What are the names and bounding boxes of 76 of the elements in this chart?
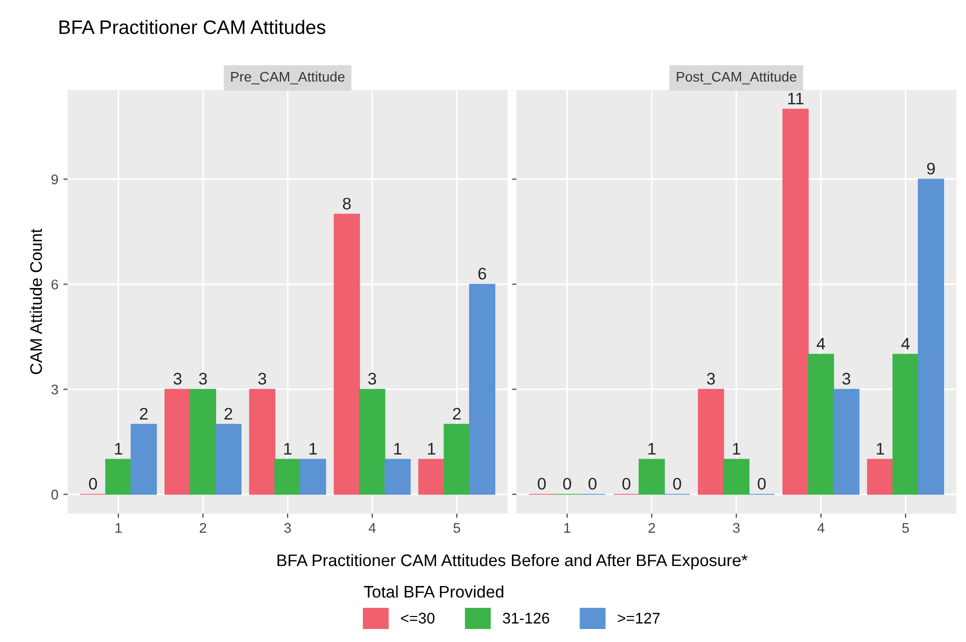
bar — [105, 458, 132, 495]
data-label: 0 — [758, 478, 766, 490]
bar — [334, 214, 360, 495]
y-tick-label: 6 — [52, 280, 58, 290]
bar — [867, 458, 894, 495]
data-label: 3 — [706, 372, 715, 385]
x-tick-label: 5 — [454, 523, 460, 533]
data-label: 3 — [174, 372, 182, 385]
data-label: 1 — [876, 443, 884, 454]
data-label: 1 — [394, 443, 402, 454]
data-label: 3 — [368, 372, 376, 385]
data-label: 0 — [588, 478, 597, 490]
bar — [359, 388, 386, 495]
data-label: 1 — [284, 443, 292, 454]
data-label: 3 — [258, 372, 266, 385]
x-tick-label: 4 — [817, 523, 824, 533]
data-label: 2 — [140, 408, 148, 420]
x-tick-label: 3 — [284, 522, 291, 533]
data-label: 3 — [198, 372, 207, 385]
y-tick-label: 3 — [51, 384, 58, 394]
bar — [469, 284, 496, 495]
x-tick-label: 5 — [902, 523, 909, 533]
bar — [892, 354, 919, 495]
x-tick-label: 3 — [733, 522, 740, 533]
bar — [130, 424, 157, 495]
data-label: 2 — [224, 408, 232, 420]
data-label: 0 — [538, 478, 546, 490]
x-tick-label: 1 — [116, 523, 122, 533]
x-axis-title: BFA Practitioner CAM Attitudes Before and After BFA Exposure* — [278, 554, 748, 570]
data-label: 11 — [788, 92, 804, 104]
legend-label: <=30 — [400, 612, 434, 624]
x-tick-label: 2 — [200, 522, 206, 533]
y-tick-label: 0 — [51, 490, 58, 500]
bar — [723, 458, 750, 495]
data-label: 2 — [453, 408, 461, 420]
bar — [190, 388, 216, 495]
data-label: 4 — [901, 338, 910, 350]
bar — [274, 458, 301, 495]
bar — [418, 458, 445, 495]
data-label: 3 — [842, 372, 850, 385]
bar — [918, 178, 944, 495]
bar — [638, 458, 665, 495]
bar — [698, 388, 724, 495]
data-label: 9 — [927, 162, 935, 174]
data-label: 6 — [478, 268, 486, 280]
data-label: 4 — [816, 338, 826, 350]
data-label: 1 — [428, 443, 436, 454]
bar — [833, 388, 860, 495]
data-label: 0 — [673, 478, 682, 490]
chart-title: BFA Practitioner CAM Attitudes — [60, 20, 326, 34]
bar — [249, 388, 276, 495]
data-label: 0 — [563, 478, 572, 490]
bar — [782, 108, 809, 495]
bar — [215, 424, 242, 495]
bar — [300, 458, 326, 495]
y-axis-title: CAM Attitude Count — [30, 228, 42, 374]
data-label: 1 — [310, 443, 317, 454]
data-label: 0 — [89, 478, 97, 490]
x-tick-label: 2 — [648, 522, 655, 533]
data-label: 8 — [342, 198, 351, 210]
data-label: 1 — [648, 443, 656, 454]
bar — [384, 458, 411, 495]
data-label: 1 — [115, 443, 122, 454]
legend-title: Total BFA Provided — [364, 585, 504, 598]
data-label: 0 — [622, 478, 630, 490]
bar — [808, 354, 834, 495]
y-tick-label: 9 — [52, 174, 58, 184]
bar — [164, 388, 191, 495]
x-tick-label: 1 — [564, 523, 570, 533]
chart-subtitle: Post_CAM_Attitude — [676, 71, 796, 84]
chart-subtitle: Pre_CAM_Attitude — [231, 71, 344, 84]
data-label: 1 — [732, 443, 740, 454]
x-tick-label: 4 — [368, 523, 376, 533]
bar — [444, 424, 470, 495]
legend-label: >=127 — [618, 612, 660, 624]
legend-label: 31-126 — [502, 612, 550, 624]
